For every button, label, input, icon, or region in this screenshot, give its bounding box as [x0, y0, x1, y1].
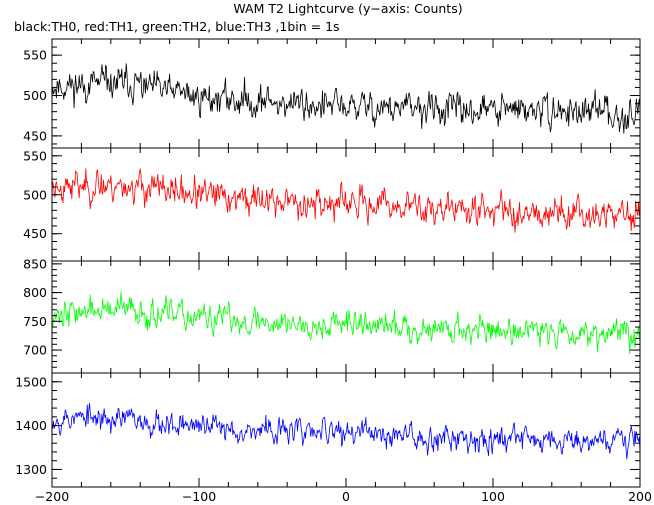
- panel-th2: 700 750 800 850: [23, 256, 641, 374]
- y-tick-label: 1500: [15, 374, 47, 389]
- series-th0-line: [52, 63, 640, 134]
- x-tick-label: −200: [35, 489, 69, 504]
- x-tick-label: 200: [628, 489, 652, 504]
- x-tick-label: −100: [182, 489, 216, 504]
- series-th3-line: [52, 403, 640, 460]
- panel-th3: 1300 1400 1500: [15, 372, 641, 488]
- y-tick-label: 700: [23, 343, 47, 358]
- panels-group: 450 500 550 450 500 550 700 750 800 850 1300 1400 15…: [15, 38, 641, 488]
- panel-frame: [51, 38, 641, 149]
- y-tick-label: 550: [23, 148, 47, 163]
- series-th2-line: [52, 291, 640, 354]
- y-tick-label: 1400: [15, 418, 47, 433]
- panel-frame: [51, 372, 641, 488]
- y-tick-label: 750: [23, 314, 47, 329]
- y-tick-label: 450: [23, 128, 47, 143]
- x-axis: −200 −100 0 100 200: [35, 489, 652, 504]
- panel-th1: 450 500 550: [23, 147, 641, 262]
- y-tick-label: 1300: [15, 462, 47, 477]
- y-tick-label: 500: [23, 187, 47, 202]
- y-tick-label: 550: [23, 48, 47, 63]
- y-tick-label: 800: [23, 285, 47, 300]
- chart-title: WAM T2 Lightcurve (y−axis: Counts): [233, 1, 462, 16]
- x-tick-label: 0: [342, 489, 350, 504]
- y-tick-label: 850: [23, 256, 47, 271]
- series-th1-line: [52, 168, 640, 233]
- y-tick-label: 450: [23, 226, 47, 241]
- panel-th0: 450 500 550: [23, 38, 641, 149]
- x-tick-label: 100: [481, 489, 505, 504]
- chart-subtitle: black:TH0, red:TH1, green:TH2, blue:TH3 …: [14, 19, 340, 34]
- y-tick-label: 500: [23, 88, 47, 103]
